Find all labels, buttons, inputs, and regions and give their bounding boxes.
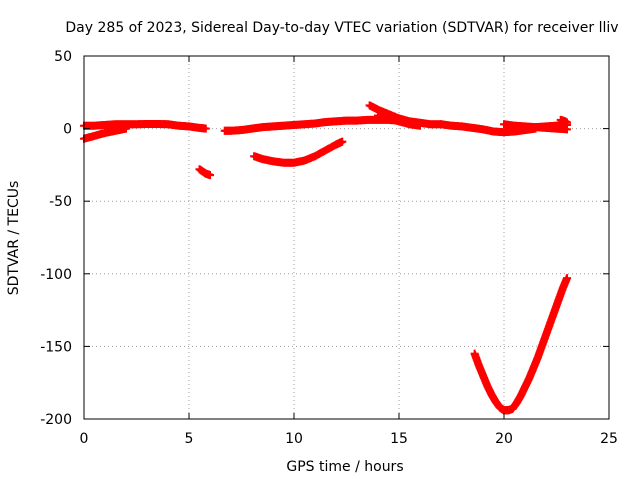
x-tick-label: 10 [285, 431, 303, 447]
grid-lines [84, 56, 609, 419]
y-tick-label: -150 [40, 339, 72, 355]
plot-frame [83, 55, 610, 420]
data-point [416, 121, 424, 130]
data-points [80, 101, 571, 415]
y-tick-label: -200 [40, 412, 72, 428]
axis-ticks: 0 5 10 15 20 25 -200 -150 -100 -50 0 50 [40, 49, 618, 447]
data-point [563, 274, 571, 283]
y-tick-label: 50 [54, 49, 72, 65]
data-point [563, 118, 571, 127]
y-axis-label: SDTVAR / TECUs [6, 181, 22, 296]
x-tick-label: 15 [390, 431, 408, 447]
data-point [206, 171, 214, 180]
y-tick-label: -50 [49, 194, 72, 210]
data-series [556, 115, 571, 127]
data-series [80, 124, 130, 143]
y-tick-label: 0 [63, 122, 72, 138]
data-series [470, 274, 571, 415]
data-series [195, 165, 214, 180]
data-series [250, 137, 347, 167]
data-series [80, 119, 210, 133]
data-series [437, 120, 540, 137]
data-point [122, 124, 130, 133]
data-point [201, 124, 210, 133]
x-tick-label: 5 [185, 431, 194, 447]
x-axis-label: GPS time / hours [286, 459, 403, 475]
x-tick-label: 20 [495, 431, 513, 447]
y-tick-label: -100 [40, 267, 72, 283]
chart-title: Day 285 of 2023, Sidereal Day-to-day VTE… [65, 20, 618, 36]
data-series [374, 111, 424, 130]
data-series [220, 115, 403, 135]
x-tick-label: 0 [80, 431, 89, 447]
x-tick-label: 25 [600, 431, 618, 447]
data-point [338, 137, 347, 146]
